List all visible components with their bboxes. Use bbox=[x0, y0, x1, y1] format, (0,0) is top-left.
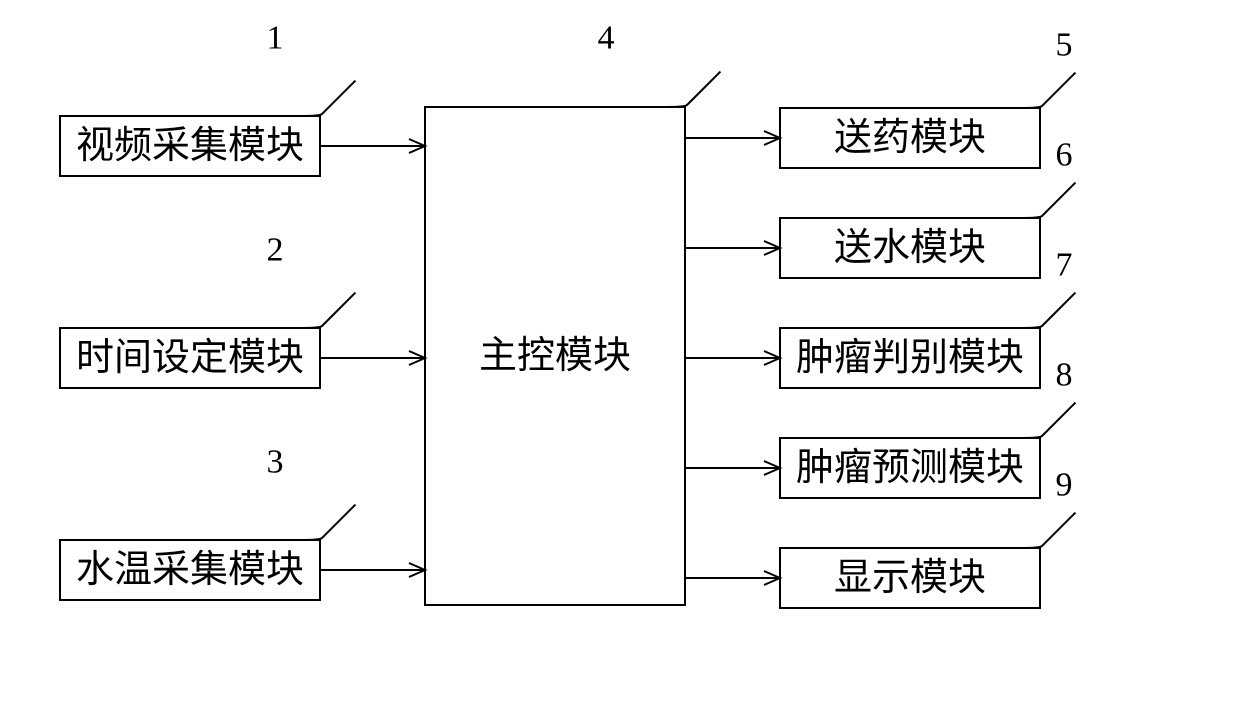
video-label: 视频采集模块 bbox=[76, 125, 304, 167]
callout-temp bbox=[302, 505, 355, 540]
callout-num-temp: 3 bbox=[267, 444, 284, 481]
drug-label: 送药模块 bbox=[834, 117, 986, 159]
callout-main bbox=[667, 72, 720, 107]
callout-judge bbox=[1022, 293, 1075, 328]
time-label: 时间设定模块 bbox=[76, 337, 304, 379]
callout-num-drug: 5 bbox=[1056, 27, 1073, 64]
callout-time bbox=[302, 293, 355, 328]
temp-label: 水温采集模块 bbox=[76, 549, 304, 591]
callout-drug bbox=[1022, 73, 1075, 108]
water-label: 送水模块 bbox=[834, 227, 986, 269]
judge-label: 肿瘤判别模块 bbox=[796, 337, 1024, 379]
callout-num-main: 4 bbox=[598, 20, 615, 57]
display-label: 显示模块 bbox=[834, 557, 986, 599]
callout-num-water: 6 bbox=[1056, 137, 1073, 174]
callout-num-judge: 7 bbox=[1056, 247, 1073, 284]
callout-num-time: 2 bbox=[267, 232, 284, 269]
main-label: 主控模块 bbox=[479, 335, 631, 377]
callout-num-display: 9 bbox=[1056, 467, 1073, 504]
callout-video bbox=[302, 81, 355, 116]
predict-label: 肿瘤预测模块 bbox=[796, 447, 1024, 489]
callout-water bbox=[1022, 183, 1075, 218]
callout-display bbox=[1022, 513, 1075, 548]
callout-num-predict: 8 bbox=[1056, 357, 1073, 394]
callout-num-video: 1 bbox=[267, 20, 284, 57]
callout-predict bbox=[1022, 403, 1075, 438]
